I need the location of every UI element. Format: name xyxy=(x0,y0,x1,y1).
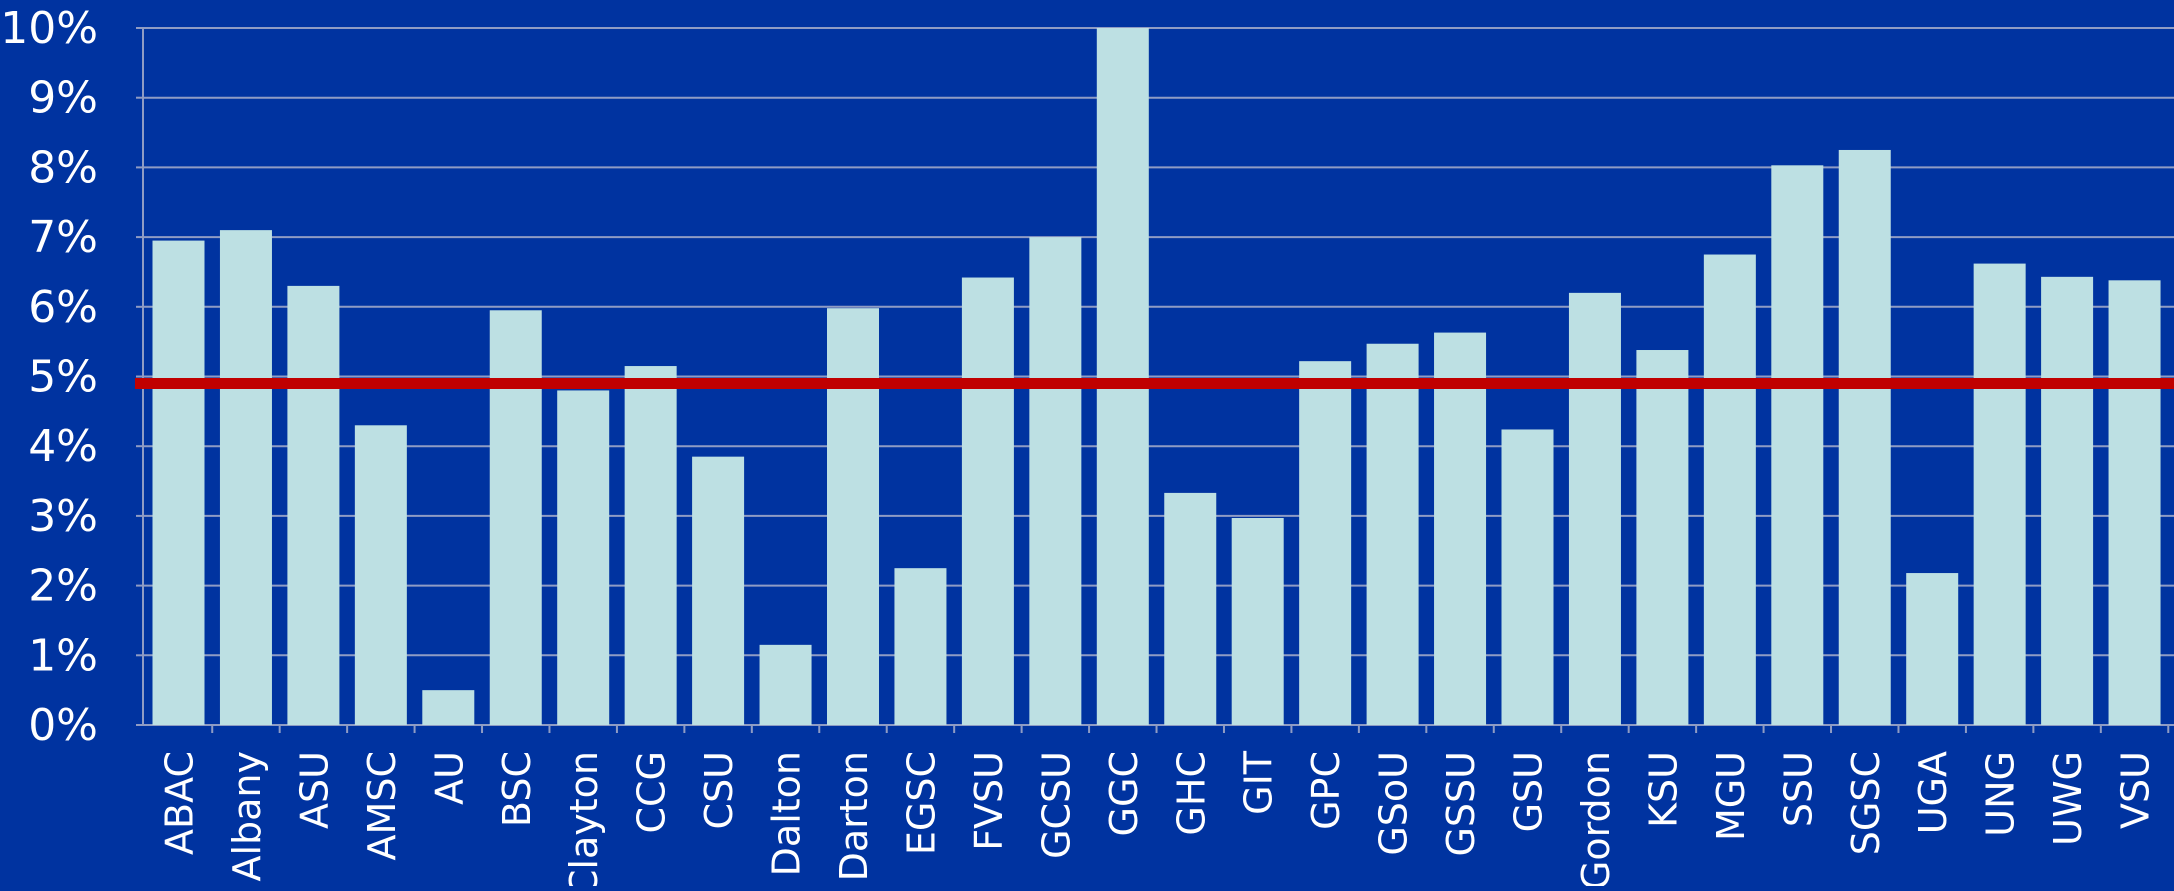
x-tick-label: AMSC xyxy=(360,751,404,860)
bar xyxy=(961,277,1014,725)
bar xyxy=(152,240,205,725)
x-tick-label: UGA xyxy=(1911,751,1955,834)
bar xyxy=(1906,573,1959,725)
bar xyxy=(1838,149,1891,726)
bar xyxy=(2108,280,2161,725)
x-tick-label: Clayton xyxy=(562,751,606,886)
bar xyxy=(1434,332,1487,725)
x-tick-label: UWG xyxy=(2046,751,2090,846)
bar xyxy=(422,690,475,725)
y-tick-label: 6% xyxy=(28,282,98,333)
gridlines xyxy=(143,27,2174,657)
x-tick-labels: ABAC Albany ASU AMSC AU BSC Clayton CCG CSU Dalto… xyxy=(158,750,2158,891)
x-tick-label: Dalton xyxy=(765,751,809,876)
y-tick-label: 3% xyxy=(28,491,98,542)
x-tick-label: BSC xyxy=(495,751,539,827)
x-tick-label: FVSU xyxy=(967,751,1011,851)
axes xyxy=(136,27,2174,733)
x-tick-label: GIT xyxy=(1237,750,1281,815)
x-tick-label: SGSC xyxy=(1844,751,1888,855)
y-tick-label: 8% xyxy=(28,142,98,193)
bar xyxy=(827,308,879,725)
x-tick-label: MGU xyxy=(1709,751,1753,841)
y-tick-label: 5% xyxy=(28,352,98,403)
x-tick-label: KSU xyxy=(1641,751,1685,828)
x-tick-label: EGSC xyxy=(899,751,943,855)
y-tick-label: 9% xyxy=(28,73,98,124)
x-tick-label: Darton xyxy=(832,751,876,881)
bar xyxy=(1231,517,1284,725)
bar xyxy=(557,390,610,725)
y-tick-label: 10% xyxy=(0,3,98,54)
x-tick-label: CCG xyxy=(630,751,674,834)
x-tick-label: GGC xyxy=(1102,751,1146,836)
bar xyxy=(2041,276,2094,725)
x-tick-label: Gordon xyxy=(1574,751,1618,886)
bar xyxy=(1973,263,2026,725)
bars xyxy=(152,28,2161,726)
bar xyxy=(624,366,677,725)
bar xyxy=(219,230,272,725)
bar xyxy=(1771,165,1824,725)
bar xyxy=(1029,237,1082,725)
y-tick-labels: 0% 1% 2% 3% 4% 5% 6% 7% 8% 9% 10% xyxy=(0,3,98,751)
y-tick-label: 7% xyxy=(28,212,98,263)
bar xyxy=(354,425,407,725)
bar xyxy=(894,568,947,725)
bar xyxy=(1501,429,1554,725)
bar xyxy=(287,285,340,725)
y-tick-label: 1% xyxy=(28,630,98,681)
y-tick-label: 4% xyxy=(28,421,98,472)
x-tick-label: GCSU xyxy=(1034,751,1078,859)
x-tick-label: GSU xyxy=(1507,751,1551,832)
x-tick-label: GHC xyxy=(1169,751,1213,836)
x-tick-label: UNG xyxy=(1979,751,2023,837)
x-tick-label: GPC xyxy=(1304,751,1348,830)
x-tick-label: VSU xyxy=(2114,751,2158,829)
bar xyxy=(1568,292,1621,725)
y-tick-label: 0% xyxy=(28,700,98,751)
x-tick-label: AU xyxy=(427,751,471,805)
bar xyxy=(1366,343,1419,725)
x-tick-label: ASU xyxy=(292,751,336,829)
x-tick-label: CSU xyxy=(697,751,741,829)
x-tick-label: GSoU xyxy=(1372,751,1416,856)
bar xyxy=(489,310,542,725)
x-tick-label: Albany xyxy=(225,751,269,882)
x-tick-label: GSSU xyxy=(1439,751,1483,857)
bar xyxy=(1164,492,1217,725)
bar xyxy=(1703,254,1756,725)
bar xyxy=(692,456,745,725)
bar xyxy=(1636,350,1689,725)
bar xyxy=(1299,361,1352,725)
bar xyxy=(759,644,812,725)
x-tick-label: ABAC xyxy=(158,751,202,855)
bar xyxy=(1096,28,1149,725)
y-tick-label: 2% xyxy=(28,561,98,612)
x-tick-label: SSU xyxy=(1776,751,1820,827)
